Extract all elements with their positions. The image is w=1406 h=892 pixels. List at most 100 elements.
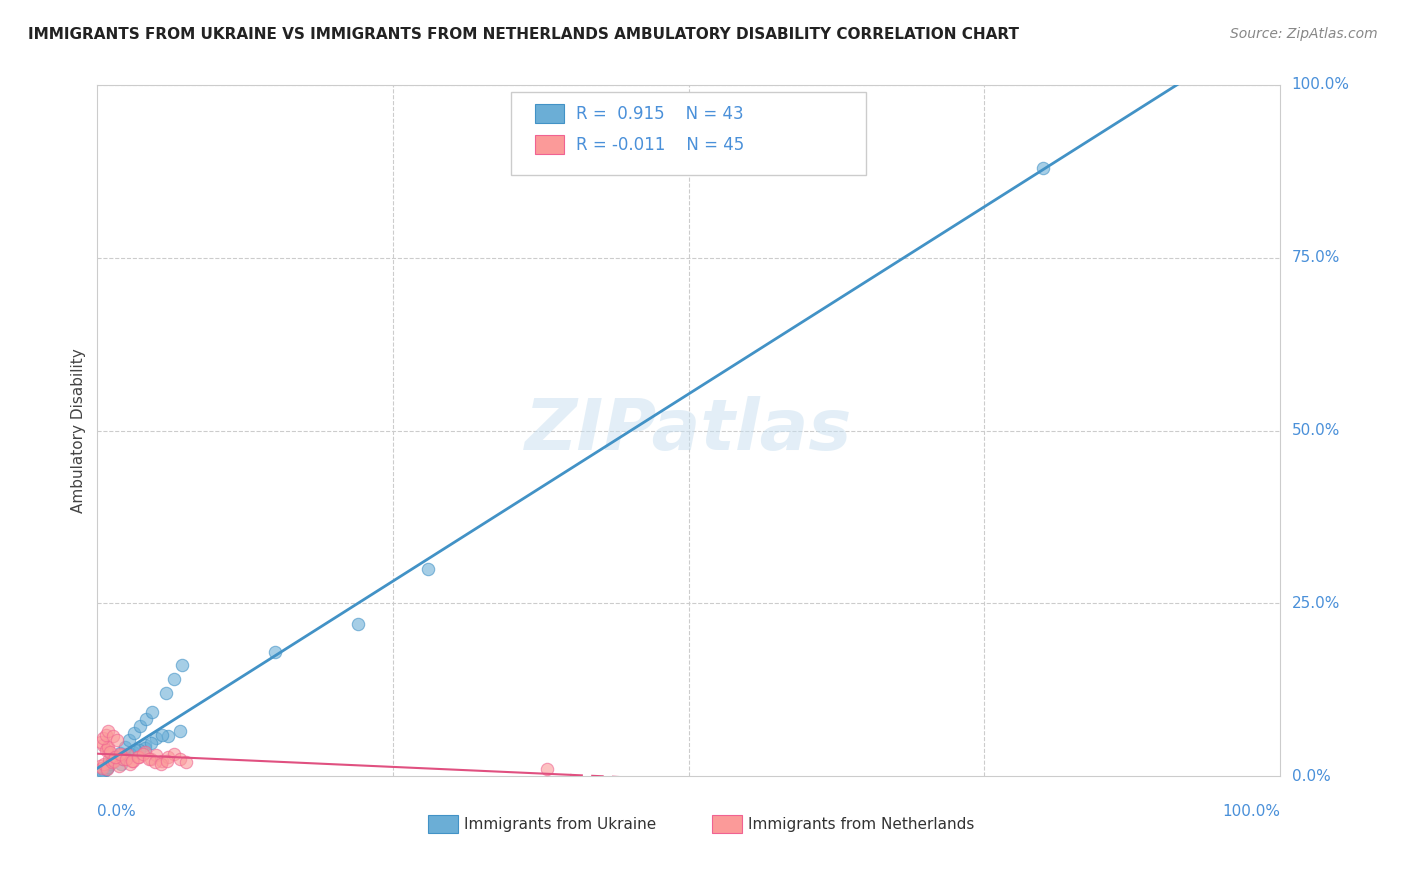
Point — [141, 706, 163, 720]
FancyBboxPatch shape — [713, 815, 742, 833]
Point — [101, 729, 124, 743]
Point — [139, 736, 162, 750]
Point — [114, 752, 136, 766]
Point — [121, 754, 143, 768]
Point — [107, 733, 129, 747]
Point — [94, 762, 117, 776]
Point — [97, 724, 120, 739]
Point — [97, 760, 120, 774]
Point — [96, 762, 118, 776]
Text: 0.0%: 0.0% — [1292, 769, 1330, 783]
Text: 100.0%: 100.0% — [1292, 78, 1350, 93]
Text: Immigrants from Netherlands: Immigrants from Netherlands — [748, 817, 974, 832]
Point — [169, 724, 191, 739]
Point — [91, 731, 114, 745]
Point — [150, 754, 173, 768]
Point — [91, 762, 114, 776]
Point — [122, 726, 145, 740]
Point — [134, 745, 156, 759]
Point — [127, 749, 149, 764]
Point — [163, 673, 186, 687]
Point — [112, 752, 135, 766]
Point — [128, 743, 150, 757]
Point — [121, 745, 143, 759]
Point — [93, 764, 115, 778]
Text: R =  0.915    N = 43: R = 0.915 N = 43 — [576, 105, 744, 123]
Text: R = -0.011    N = 45: R = -0.011 N = 45 — [576, 136, 745, 154]
Point — [114, 740, 136, 755]
Point — [110, 748, 132, 763]
Point — [110, 756, 132, 771]
Point — [105, 749, 128, 764]
Point — [94, 743, 117, 757]
Point — [108, 747, 131, 761]
Text: 75.0%: 75.0% — [1292, 251, 1340, 265]
Point — [156, 754, 179, 768]
Point — [157, 749, 180, 764]
Text: IMMIGRANTS FROM UKRAINE VS IMMIGRANTS FROM NETHERLANDS AMBULATORY DISABILITY COR: IMMIGRANTS FROM UKRAINE VS IMMIGRANTS FR… — [28, 27, 1019, 42]
Point — [174, 756, 197, 770]
Point — [98, 756, 121, 771]
Point — [97, 740, 120, 755]
Point — [91, 761, 114, 775]
Point — [150, 756, 173, 771]
Text: 25.0%: 25.0% — [1292, 596, 1340, 611]
Text: Source: ZipAtlas.com: Source: ZipAtlas.com — [1230, 27, 1378, 41]
Point — [157, 729, 180, 743]
Point — [89, 758, 111, 772]
Point — [132, 747, 155, 761]
Point — [150, 728, 173, 742]
Point — [98, 745, 121, 759]
Point — [138, 752, 160, 766]
Point — [104, 749, 127, 764]
Point — [155, 686, 177, 700]
Point — [108, 746, 131, 760]
Text: ZIPatlas: ZIPatlas — [524, 396, 852, 465]
Point — [129, 719, 152, 733]
Point — [96, 761, 118, 775]
Point — [93, 756, 115, 771]
Point — [121, 754, 143, 768]
Point — [139, 752, 162, 766]
Point — [124, 743, 146, 757]
Point — [104, 752, 127, 766]
Point — [103, 754, 125, 768]
FancyBboxPatch shape — [512, 92, 866, 175]
Point — [107, 758, 129, 772]
Point — [98, 752, 121, 766]
Point — [418, 562, 440, 576]
Point — [128, 749, 150, 764]
Point — [90, 734, 112, 748]
Point — [346, 617, 368, 632]
Point — [112, 752, 135, 766]
Point — [94, 728, 117, 742]
Text: 50.0%: 50.0% — [1292, 423, 1340, 438]
Point — [91, 764, 114, 779]
Text: 0.0%: 0.0% — [97, 804, 136, 819]
Point — [263, 645, 285, 659]
Point — [145, 731, 167, 745]
Point — [105, 749, 128, 764]
Point — [91, 738, 114, 752]
Point — [143, 756, 166, 770]
Point — [163, 747, 186, 761]
Point — [134, 741, 156, 756]
Point — [115, 748, 138, 763]
Y-axis label: Ambulatory Disability: Ambulatory Disability — [72, 348, 86, 513]
Point — [536, 762, 558, 776]
Point — [120, 747, 142, 761]
Point — [169, 752, 191, 766]
Point — [100, 754, 122, 768]
FancyBboxPatch shape — [429, 815, 458, 833]
Point — [120, 756, 142, 771]
Point — [172, 658, 194, 673]
FancyBboxPatch shape — [534, 103, 564, 123]
Point — [101, 754, 124, 768]
Point — [100, 756, 122, 770]
Point — [96, 741, 118, 756]
Text: 100.0%: 100.0% — [1222, 804, 1279, 819]
Point — [145, 748, 167, 763]
Point — [115, 747, 138, 761]
Point — [118, 733, 141, 747]
Point — [135, 713, 157, 727]
